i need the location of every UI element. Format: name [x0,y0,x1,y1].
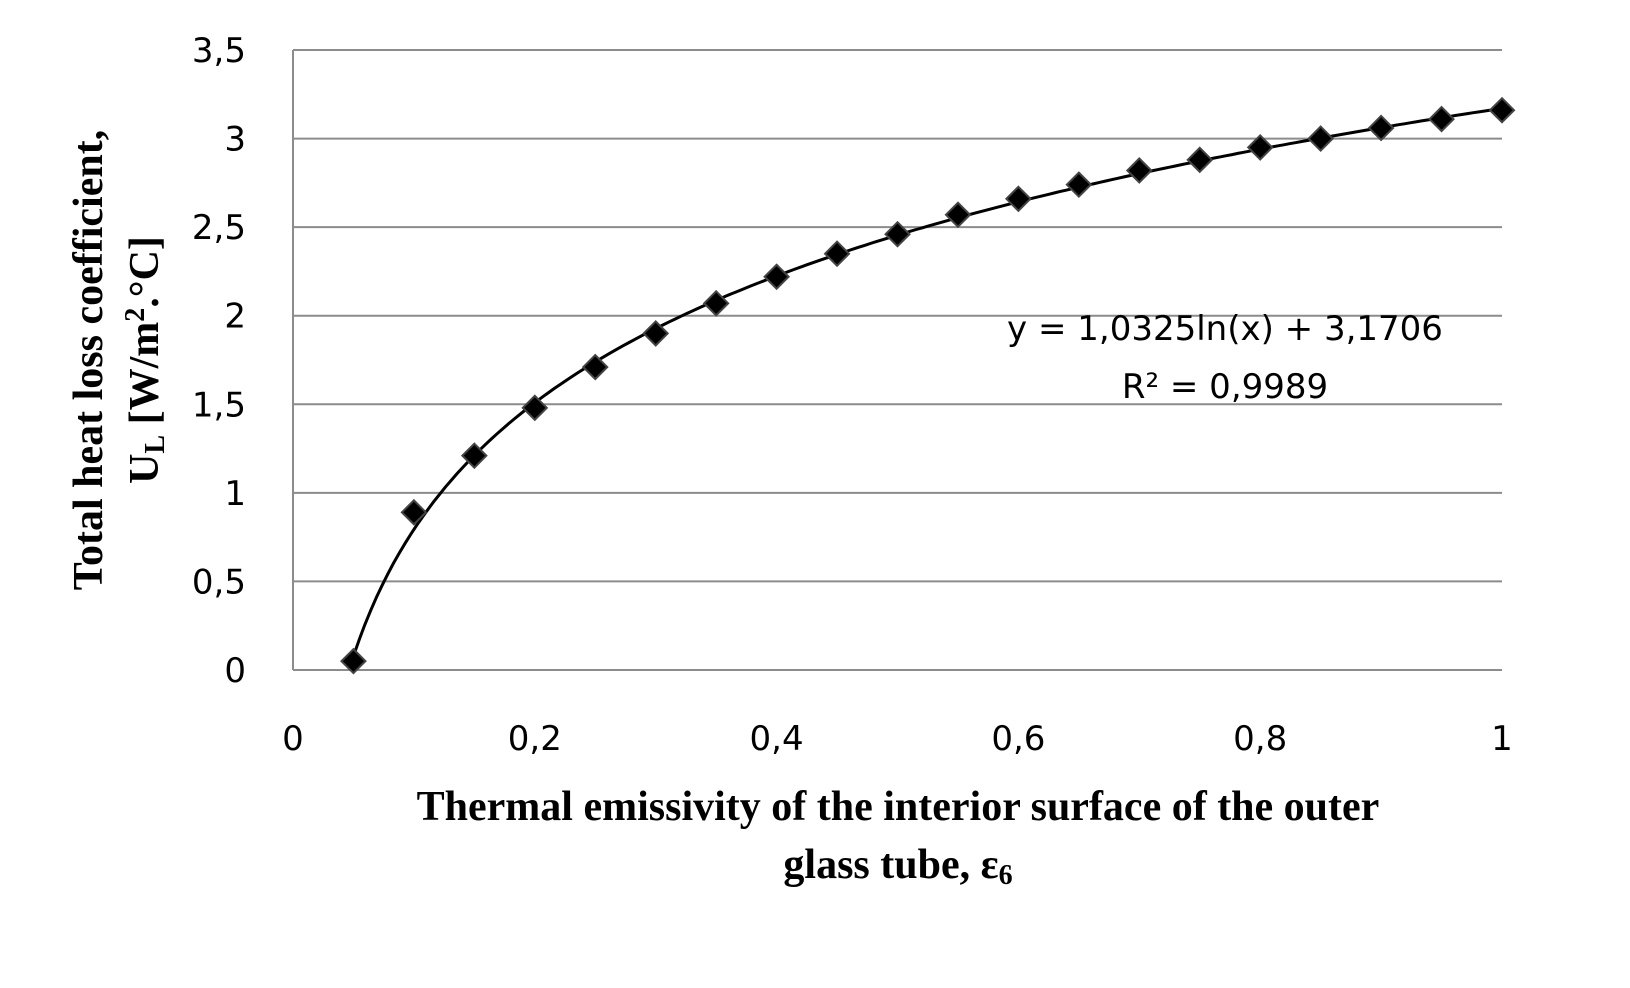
data-point [884,220,911,248]
y-tick-label: 2,5 [192,208,246,248]
data-point [400,498,428,526]
x-tick-label: 0,6 [991,719,1045,759]
x-tick-label: 1 [1491,719,1513,759]
data-point [1367,114,1395,142]
y-tick-labels: 0 0,5 1 1,5 2 2,5 3 3,5 [192,31,246,691]
data-point [763,263,791,291]
data-points [340,96,1516,675]
data-point [1307,125,1335,152]
trendline-r2: R² = 0,9989 [1122,367,1328,407]
y-axis-title-line2: UL [W/m2.°C] [120,236,171,484]
data-point [1186,146,1214,174]
data-point [1065,171,1093,199]
data-point [1125,157,1153,184]
data-point [642,320,670,347]
data-point [1004,185,1032,213]
data-point [1246,134,1274,161]
data-point [340,647,367,675]
data-point [1428,105,1455,133]
y-tick-label: 1,5 [192,385,246,425]
y-tick-label: 3,5 [192,31,246,71]
data-point [702,289,730,317]
y-axis-title-line1: Total heat loss coefficient, [66,130,112,590]
x-tick-label: 0 [282,719,304,759]
x-tick-labels: 0 0,2 0,4 0,6 0,8 1 [282,719,1513,759]
y-tick-label: 0,5 [192,562,246,602]
data-point [823,240,851,268]
x-axis-title: Thermal emissivity of the interior surfa… [417,784,1380,891]
x-axis-title-line2: glass tube, ε6 [783,842,1012,891]
y-tick-label: 1 [224,474,246,514]
x-tick-label: 0,8 [1233,719,1287,759]
y-axis-title: Total heat loss coefficient, UL [W/m2.°C… [66,130,171,590]
x-tick-label: 0,4 [750,719,804,759]
data-point [944,201,972,229]
trendline [351,106,1503,657]
y-tick-label: 2 [224,297,246,337]
y-tick-label: 0 [224,651,246,691]
trendline-equation: y = 1,0325ln(x) + 3,1706 [1007,309,1443,349]
data-point [581,353,609,381]
y-tick-label: 3 [224,120,246,160]
data-point [521,394,549,422]
x-tick-label: 0,2 [508,719,562,759]
data-point [460,442,488,470]
x-axis-title-line1: Thermal emissivity of the interior surfa… [417,784,1380,830]
data-point [1488,96,1516,124]
